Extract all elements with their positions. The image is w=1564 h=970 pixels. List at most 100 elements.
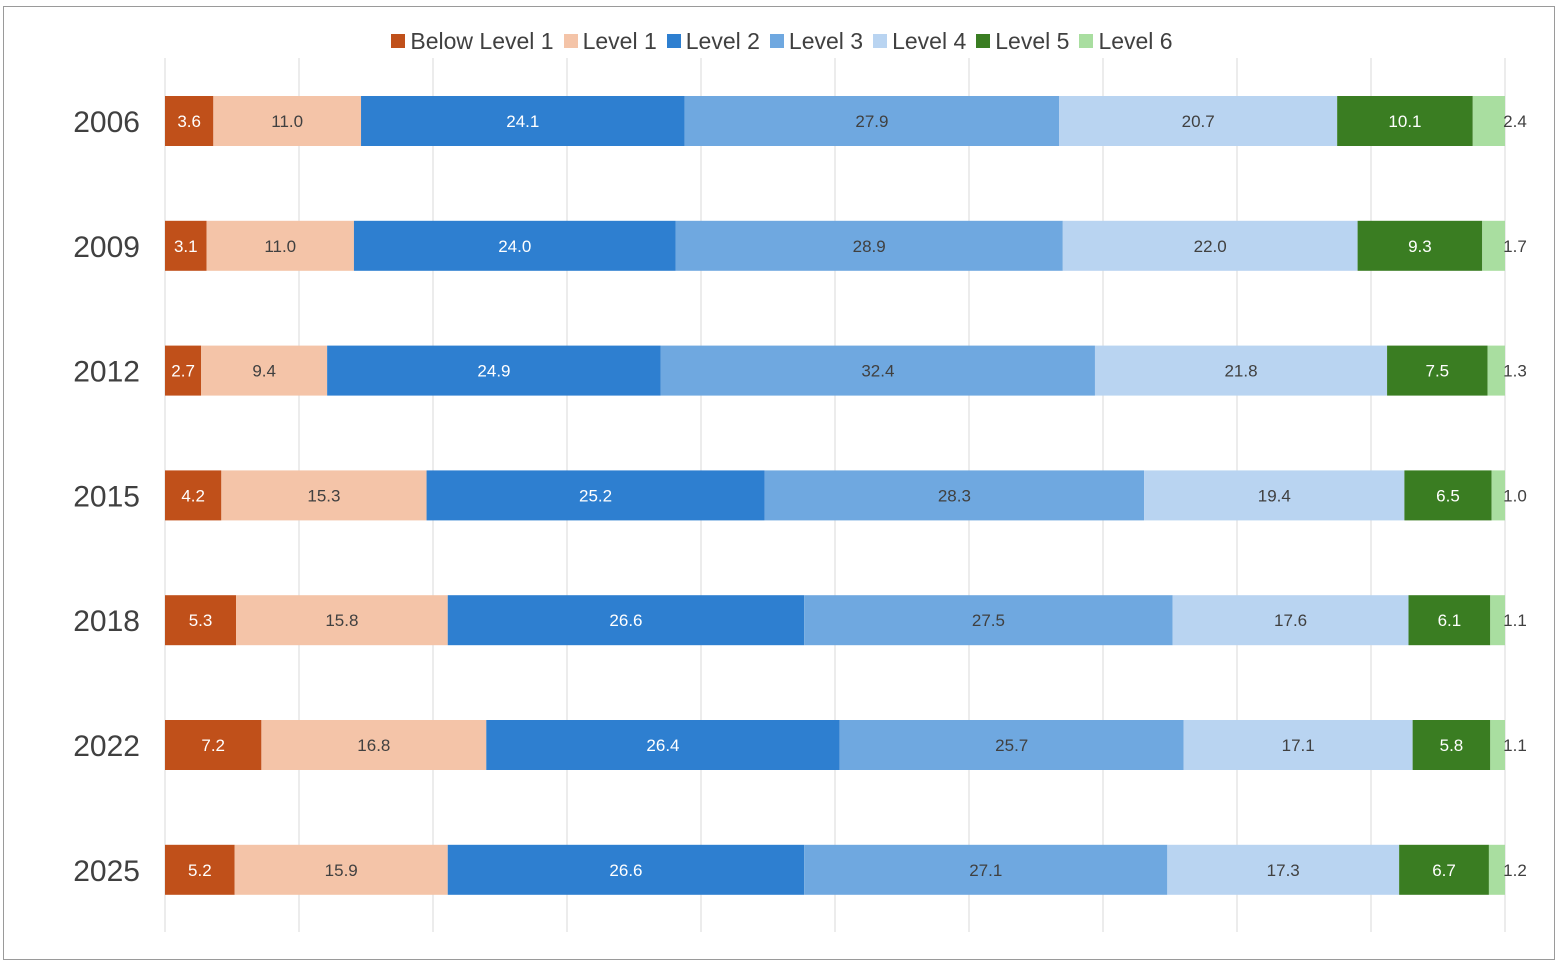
bar-segment-level-1	[201, 345, 328, 396]
category-label: 2015	[73, 480, 140, 513]
legend-label: Level 6	[1098, 27, 1173, 54]
bar-row-2022: 2022 7.2 16.8 26.4 25.7 17.1 5.8 1.1	[73, 720, 1527, 770]
data-label: 16.8	[357, 736, 390, 755]
bar-segment-level-2	[447, 844, 805, 895]
data-label: 22.0	[1194, 237, 1227, 256]
bar-segment-below-level-1	[165, 720, 262, 770]
legend-label: Level 4	[892, 27, 967, 54]
bar-segment-below-level-1	[165, 844, 235, 895]
data-label: 1.1	[1503, 611, 1527, 630]
bar-segment-level-3	[839, 720, 1184, 770]
bar-segment-level-5	[1404, 470, 1492, 521]
bar-segment-below-level-1	[165, 470, 222, 521]
category-label: 2022	[73, 730, 140, 763]
bar-segment-level-4	[1059, 96, 1338, 146]
data-label: 9.4	[252, 362, 276, 381]
data-label: 9.3	[1408, 237, 1432, 256]
category-label: 2018	[73, 605, 140, 638]
bar-segment-level-1	[221, 470, 427, 521]
bar-row-2018: 2018 5.3 15.8 26.6 27.5 17.6 6.1 1.1	[73, 595, 1527, 646]
data-label: 15.8	[325, 611, 358, 630]
bar-segment-level-5	[1399, 844, 1489, 895]
bar-segment-level-5	[1408, 595, 1491, 646]
bar-segment-level-4	[1167, 844, 1400, 895]
bar-segment-level-3	[675, 220, 1063, 271]
bar-row-2009: 2009 3.1 11.0 24.0 28.9 22.0 9.3 1.7	[73, 220, 1527, 271]
bar-segment-level-1	[261, 720, 487, 770]
data-label: 17.3	[1267, 861, 1300, 880]
data-label: 1.3	[1503, 362, 1527, 381]
data-label: 5.3	[189, 611, 213, 630]
category-label: 2006	[73, 106, 140, 139]
legend-item: Below Level 1	[391, 28, 554, 55]
bar-segment-level-1	[234, 844, 448, 895]
data-label: 3.1	[174, 237, 198, 256]
bar-segment-level-2	[353, 220, 676, 271]
data-label: 24.1	[506, 112, 539, 131]
bar-row-2015: 2015 4.2 15.3 25.2 28.3 19.4 6.5 1.0	[73, 470, 1527, 521]
bar-segment-level-5	[1387, 345, 1488, 396]
bar-segment-level-6	[1488, 844, 1505, 895]
bar-segment-level-3	[660, 345, 1095, 396]
legend-swatch	[769, 34, 784, 48]
legend-item: Level 1	[563, 28, 657, 55]
bar-segment-below-level-1	[165, 220, 207, 271]
bar-segment-level-4	[1183, 720, 1413, 770]
data-label: 25.2	[579, 486, 612, 505]
data-label: 3.6	[177, 112, 201, 131]
category-label: 2009	[73, 231, 140, 264]
bar-segment-level-1	[236, 595, 448, 646]
data-label: 28.9	[853, 237, 886, 256]
legend-swatch	[873, 34, 888, 48]
data-label: 5.8	[1440, 736, 1464, 755]
legend-swatch	[563, 34, 578, 48]
data-label: 28.3	[938, 486, 971, 505]
data-label: 10.1	[1388, 112, 1421, 131]
legend-item: Level 6	[1079, 27, 1173, 55]
bar-segment-level-6	[1491, 470, 1505, 521]
bar-segment-level-4	[1144, 470, 1405, 521]
bar-segment-level-2	[361, 96, 685, 146]
bar-segment-level-2	[447, 595, 805, 646]
data-label: 11.0	[264, 237, 296, 256]
data-label: 11.0	[271, 112, 303, 131]
data-label: 7.5	[1426, 362, 1450, 381]
data-label: 19.4	[1258, 486, 1291, 505]
bar-segment-level-6	[1482, 220, 1505, 271]
data-label: 26.6	[609, 611, 642, 630]
bar-segment-level-5	[1357, 220, 1483, 271]
legend-label: Level 5	[995, 27, 1070, 54]
bar-segment-level-2	[426, 470, 765, 521]
bar-segment-level-4	[1172, 595, 1409, 646]
category-label: 2025	[73, 855, 140, 888]
bar-segment-level-5	[1412, 720, 1491, 770]
bar-segment-below-level-1	[165, 345, 202, 396]
legend-item: Level 2	[666, 27, 760, 55]
bar-segment-below-level-1	[165, 96, 214, 146]
bar-segment-level-6	[1490, 595, 1505, 646]
data-label: 5.2	[188, 861, 212, 880]
legend-label: Level 2	[685, 27, 760, 54]
bar-segment-level-3	[764, 470, 1145, 521]
chart-legend: Below Level 1 Level 1 Level 2 Level 3 Level …	[0, 26, 1564, 56]
data-label: 24.9	[477, 362, 510, 381]
data-label: 7.2	[201, 736, 225, 755]
bar-segment-level-6	[1472, 96, 1505, 146]
data-label: 1.7	[1503, 237, 1527, 256]
legend-swatch	[391, 34, 406, 48]
data-label: 26.6	[609, 861, 642, 880]
bar-segment-below-level-1	[165, 595, 237, 646]
bar-segment-level-4	[1062, 220, 1358, 271]
legend-swatch	[1079, 34, 1094, 48]
bar-segment-level-2	[327, 345, 661, 396]
bar-segment-level-3	[804, 595, 1173, 646]
data-label: 26.4	[646, 736, 679, 755]
data-label: 17.6	[1274, 611, 1307, 630]
legend-item: Level 4	[873, 28, 966, 55]
bar-segment-level-2	[486, 720, 840, 770]
bar-segment-level-1	[206, 220, 354, 271]
data-label: 21.8	[1224, 362, 1257, 381]
data-label: 1.2	[1503, 861, 1527, 880]
data-label: 6.1	[1438, 611, 1462, 630]
